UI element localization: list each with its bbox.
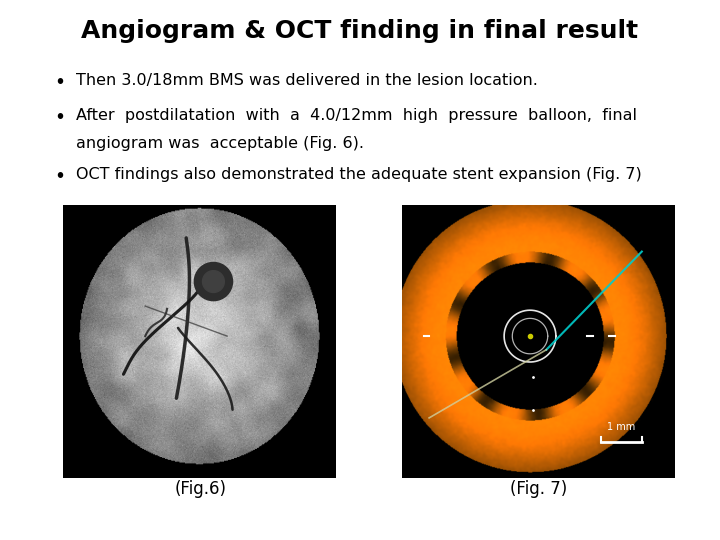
Text: 1 mm: 1 mm [607, 422, 636, 431]
Text: angiogram was  acceptable (Fig. 6).: angiogram was acceptable (Fig. 6). [76, 136, 364, 151]
Text: Angiogram & OCT finding in final result: Angiogram & OCT finding in final result [81, 19, 639, 43]
Text: (Fig.6): (Fig.6) [174, 480, 226, 498]
Circle shape [194, 262, 233, 301]
Text: After  postdilatation  with  a  4.0/12mm  high  pressure  balloon,  final: After postdilatation with a 4.0/12mm hig… [76, 108, 636, 123]
Text: (Fig. 7): (Fig. 7) [510, 480, 567, 498]
Text: •: • [54, 108, 65, 127]
Text: •: • [54, 73, 65, 92]
Text: Then 3.0/18mm BMS was delivered in the lesion location.: Then 3.0/18mm BMS was delivered in the l… [76, 73, 537, 88]
Text: OCT findings also demonstrated the adequate stent expansion (Fig. 7): OCT findings also demonstrated the adequ… [76, 167, 642, 183]
Text: •: • [54, 167, 65, 186]
Circle shape [202, 271, 225, 293]
